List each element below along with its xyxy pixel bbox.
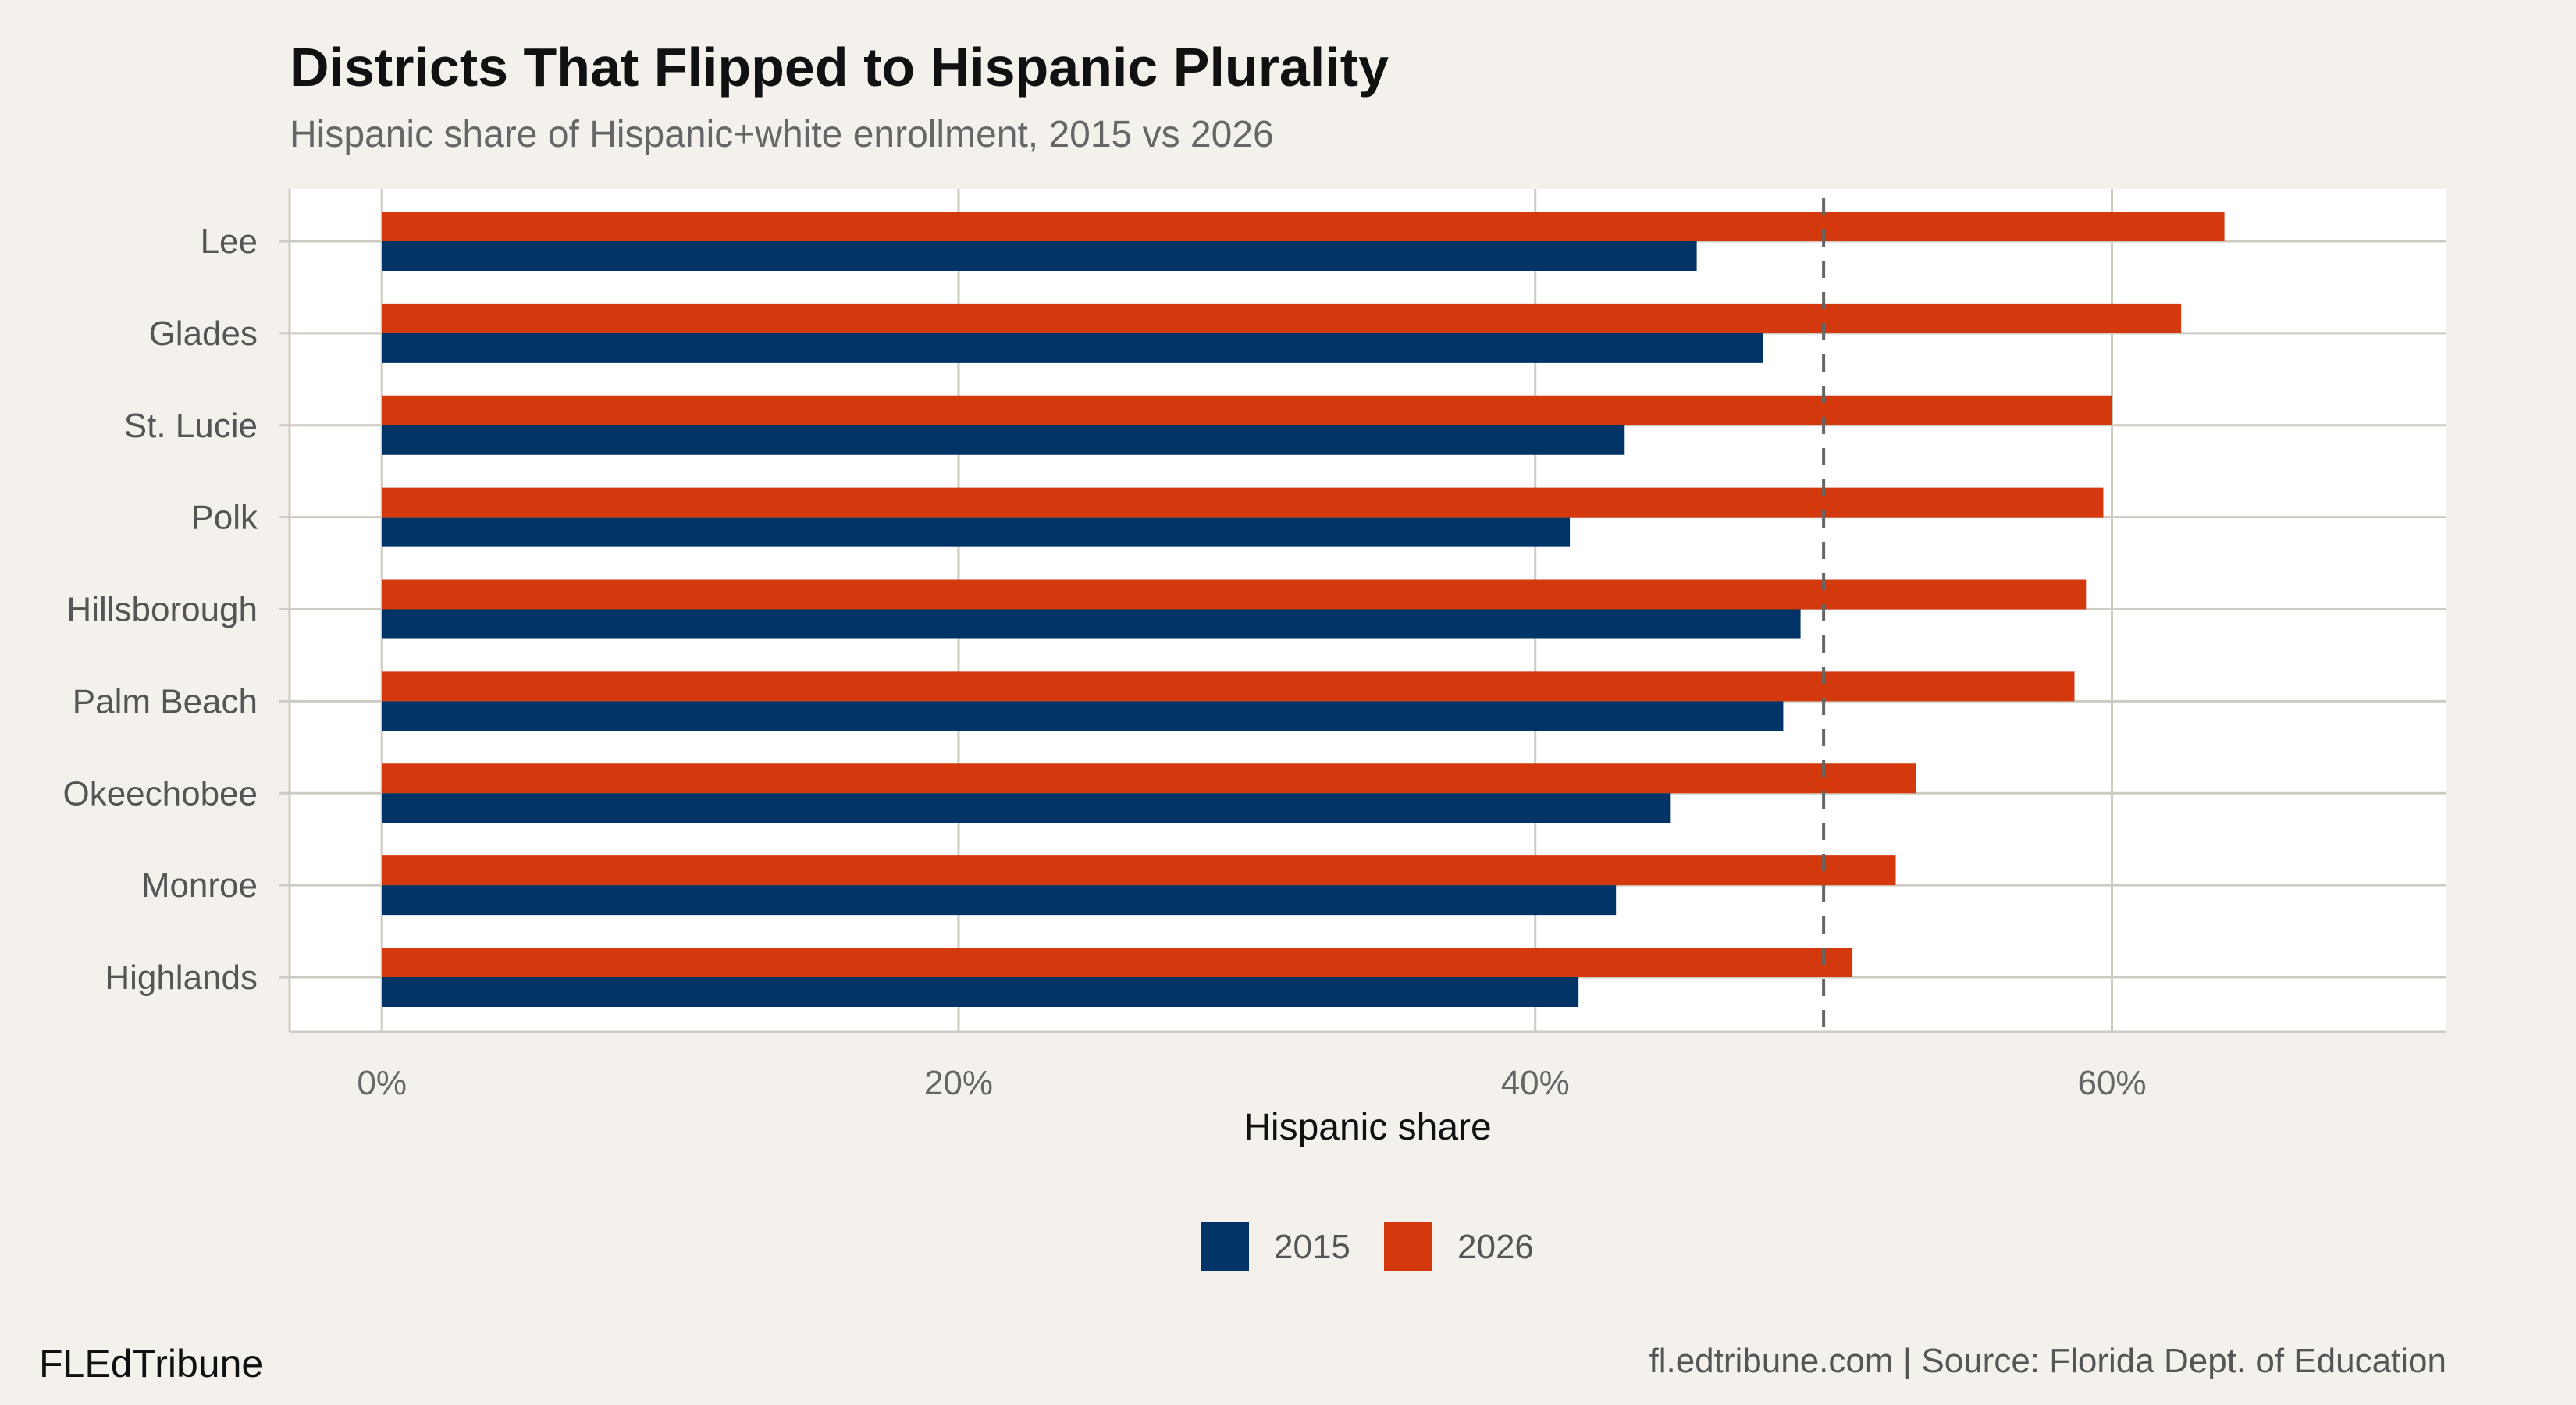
x-axis-label: Hispanic share [1244, 1107, 1491, 1148]
chart-subtitle: Hispanic share of Hispanic+white enrollm… [290, 114, 1274, 155]
bar-2026 [382, 212, 2225, 241]
legend: 2015 2026 [1201, 1222, 1534, 1271]
y-tick-label: Lee [201, 222, 258, 261]
bar-2015 [382, 333, 1763, 363]
y-tick-label: Polk [190, 499, 258, 537]
bar-2015 [382, 885, 1617, 916]
legend-swatch-2026 [1384, 1222, 1432, 1271]
bar-2015 [382, 425, 1625, 455]
y-tick-label: Highlands [105, 959, 258, 997]
bar-2026 [382, 855, 1896, 886]
bar-2015 [382, 701, 1784, 731]
bar-2015 [382, 609, 1801, 639]
bar-2026 [382, 671, 2075, 702]
bar-2026 [382, 948, 1853, 977]
bar-2015 [382, 241, 1697, 271]
y-tick-label: Glades [149, 315, 258, 353]
legend-label-2015: 2015 [1274, 1228, 1350, 1266]
source-note: fl.edtribune.com | Source: Florida Dept.… [1649, 1342, 2446, 1380]
x-tick-label: 40% [1501, 1064, 1570, 1102]
y-tick-label: Okeechobee [62, 774, 258, 813]
bar-2015 [382, 793, 1671, 823]
legend-swatch-2015 [1201, 1222, 1249, 1271]
legend-label-2026: 2026 [1457, 1228, 1534, 1266]
y-tick-label: Hillsborough [66, 591, 258, 629]
chart-title: Districts That Flipped to Hispanic Plura… [290, 37, 1389, 98]
x-tick-label: 20% [924, 1064, 993, 1102]
bar-2026 [382, 487, 2104, 518]
y-tick-label: Monroe [141, 866, 258, 905]
x-tick-label: 60% [2077, 1064, 2146, 1102]
brand-logo-text: FLEdTribune [39, 1342, 263, 1385]
x-tick-label: 0% [357, 1064, 407, 1102]
bar-2026 [382, 395, 2112, 425]
bar-2015 [382, 517, 1571, 547]
plot-area: 0% 20% 40% 60% Lee Glades St. Lucie Polk Hillsbo… [62, 189, 2446, 1102]
bar-2015 [382, 977, 1579, 1007]
bar-2026 [382, 303, 2182, 333]
bar-2026 [382, 763, 1916, 794]
y-tick-label: St. Lucie [124, 407, 258, 445]
bar-2026 [382, 579, 2087, 610]
y-tick-label: Palm Beach [73, 682, 258, 720]
